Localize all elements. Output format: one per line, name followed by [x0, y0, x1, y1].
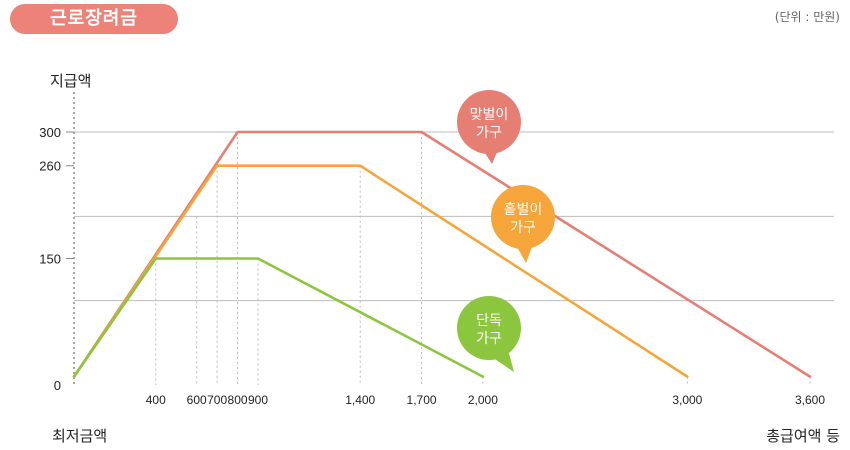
- callout-label-line2: 가구: [510, 220, 536, 236]
- series-line-1: [72, 130, 812, 378]
- x-tick-label: 700: [207, 393, 227, 407]
- callout-label-line1: 홑벌이: [504, 202, 543, 218]
- x-tick-label: 1,700: [407, 393, 437, 407]
- x-tick-label: 900: [248, 393, 268, 407]
- x-axis-label-left: 최저금액: [52, 427, 108, 445]
- callout-bubble: [491, 185, 555, 249]
- callout-bubble: [457, 90, 521, 154]
- y-tick-label: 150: [39, 252, 61, 267]
- y-tick-label: 0: [54, 378, 61, 393]
- x-tick-label: 2,000: [468, 393, 498, 407]
- unit-label: (단위 : 만원): [774, 10, 840, 24]
- x-tick-label: 600: [187, 393, 207, 407]
- callout-label-line2: 가구: [476, 331, 502, 347]
- y-axis-label: 지급액: [50, 72, 92, 90]
- series-line-2: [72, 164, 689, 378]
- callout-label-line1: 맞벌이: [470, 107, 509, 123]
- x-tick-label: 800: [228, 393, 248, 407]
- x-tick-label: 3,600: [795, 393, 825, 407]
- callout-label-line1: 단독: [476, 313, 502, 329]
- y-tick-label: 260: [39, 159, 61, 174]
- chart-title: 근로장려금: [10, 4, 178, 34]
- y-tick-label: 300: [39, 125, 61, 140]
- callout-label-line2: 가구: [476, 125, 502, 141]
- series-line-3: [72, 257, 485, 378]
- x-tick-label: 400: [146, 393, 166, 407]
- x-axis-label-right: 총급여액 등: [766, 427, 840, 445]
- x-tick-label: 3,000: [672, 393, 702, 407]
- callout-bubble: [457, 296, 521, 360]
- x-tick-label: 1,400: [345, 393, 375, 407]
